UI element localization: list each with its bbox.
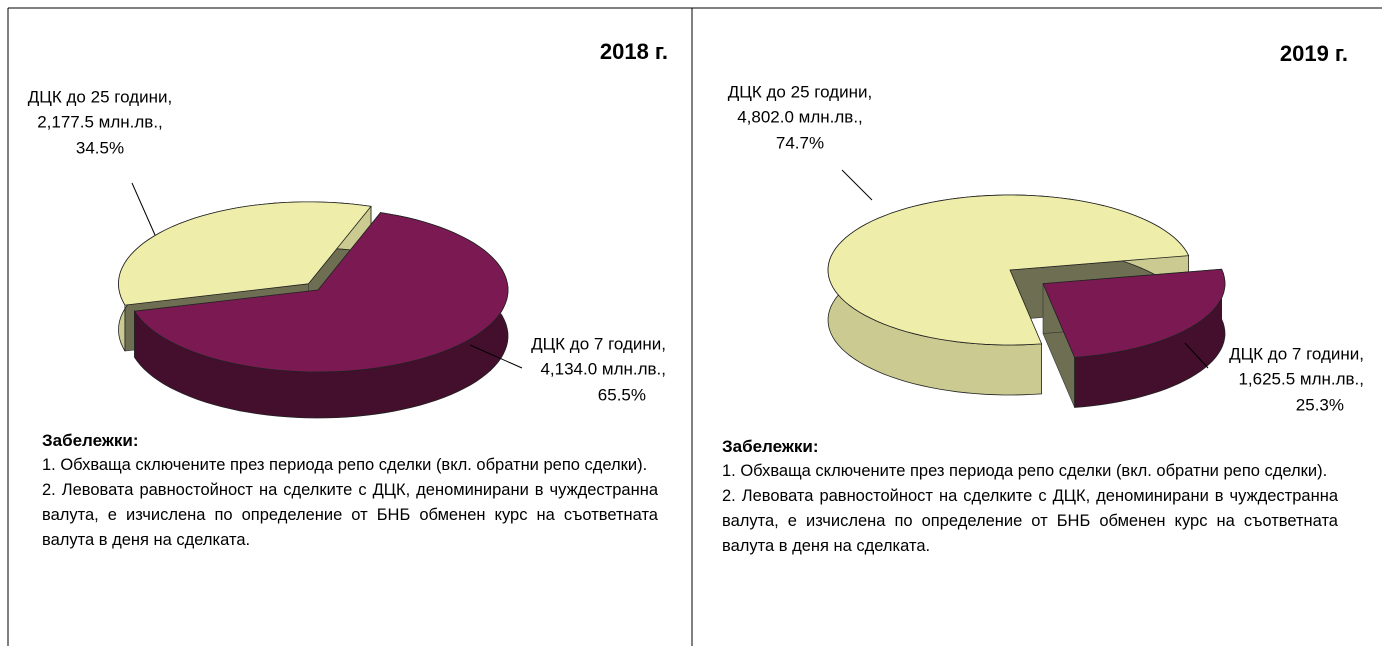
notes-title: Забележки: <box>42 431 139 450</box>
slice <box>827 194 1190 346</box>
note-item: 1. Обхваща сключените през периода репо … <box>722 462 1328 480</box>
note-item: 2. Левовата равностойност на сделките с … <box>42 481 658 549</box>
data-label-percent: 65.5% <box>598 385 646 404</box>
data-label-category: ДЦК до 7 години, <box>1229 344 1364 363</box>
data-label-value: 2,177.5 млн.лв., <box>37 112 163 131</box>
leader-line <box>1184 342 1209 369</box>
data-label-value: 4,802.0 млн.лв., <box>737 107 863 126</box>
slice <box>118 201 372 306</box>
chart-title: 2019 г. <box>1280 41 1348 66</box>
leader-line <box>131 182 156 236</box>
leader-line <box>469 344 523 369</box>
note-item: 1. Обхваща сключените през периода репо … <box>42 456 648 474</box>
data-label-category: ДЦК до 25 години, <box>728 82 872 101</box>
data-label-percent: 34.5% <box>76 138 124 157</box>
notes: Забележки: 1. Обхваща сключените през пер… <box>42 428 658 553</box>
slice <box>133 212 509 373</box>
notes-title: Забележки: <box>722 437 819 456</box>
data-label-category: ДЦК до 25 години, <box>28 87 172 106</box>
data-label-value: 1,625.5 млн.лв., <box>1238 369 1364 388</box>
slice <box>1042 268 1226 358</box>
note-item: 2. Левовата равностойност на сделките с … <box>722 487 1338 555</box>
data-label-category: ДЦК до 7 години, <box>531 334 666 353</box>
notes: Забележки: 1. Обхваща сключените през пер… <box>722 434 1338 559</box>
data-label-value: 4,134.0 млн.лв., <box>540 359 666 378</box>
data-label-percent: 74.7% <box>776 133 824 152</box>
chart-title: 2018 г. <box>600 39 668 64</box>
data-label-percent: 25.3% <box>1296 395 1344 414</box>
leader-line <box>841 169 873 201</box>
